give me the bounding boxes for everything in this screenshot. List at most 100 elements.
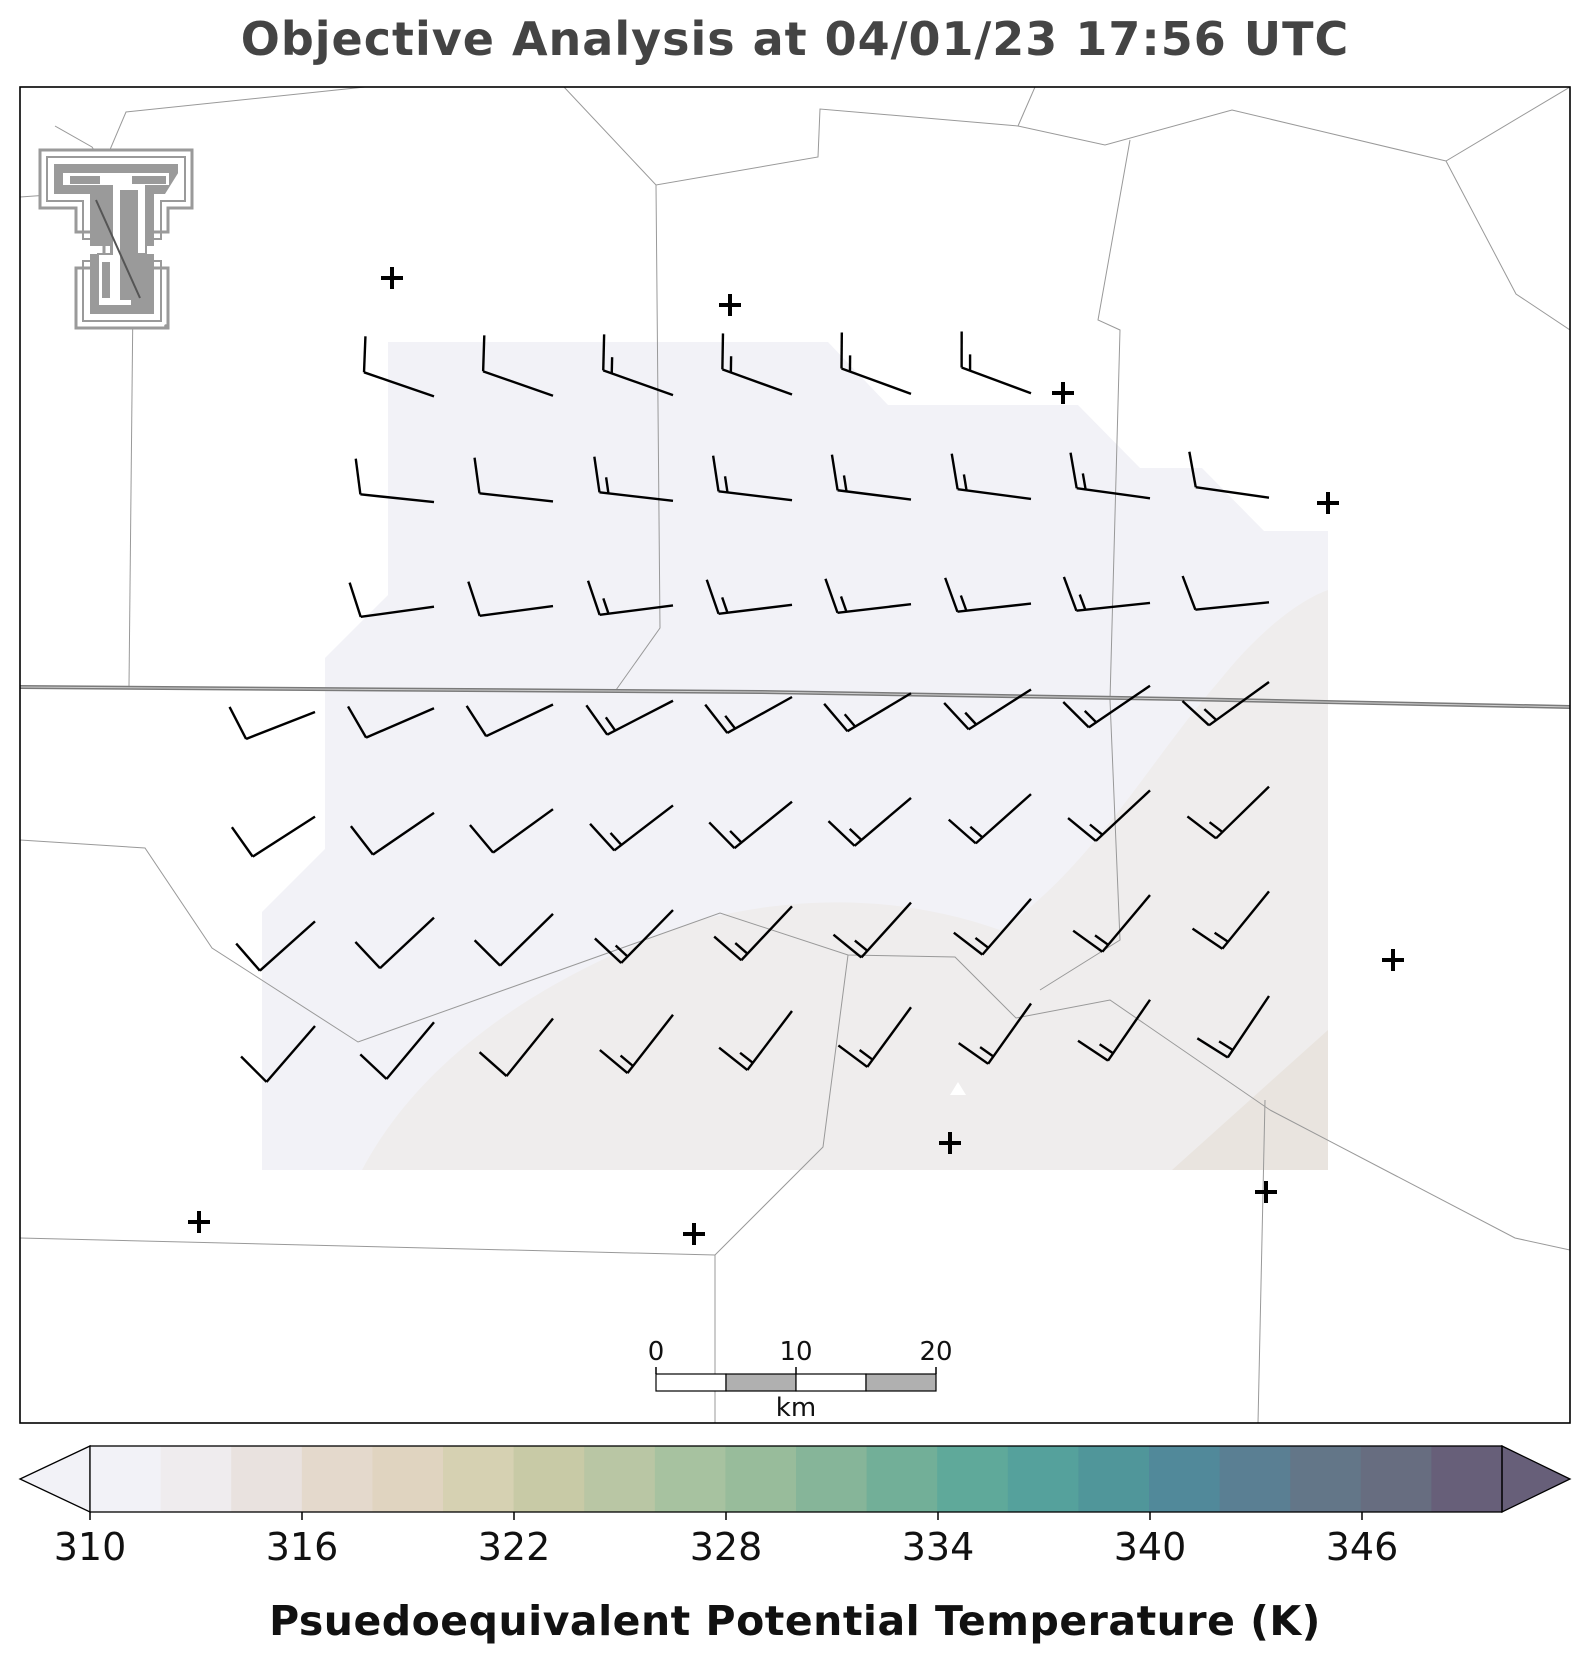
wind-barb — [711, 455, 793, 502]
colorbar-extend-low — [18, 1444, 91, 1514]
wind-barb — [585, 699, 674, 736]
wind-barb — [1067, 789, 1151, 842]
wind-barb — [1181, 575, 1270, 611]
wind-barb — [1191, 890, 1270, 950]
colorbar-tick-316: 316 — [265, 1525, 339, 1569]
colorbar-segment — [654, 1446, 726, 1512]
colorbar-frame — [89, 1445, 1503, 1513]
wind-barb — [602, 334, 674, 397]
wind-barb — [469, 808, 554, 854]
wind-barb — [824, 578, 912, 614]
wind-barb — [950, 453, 1032, 501]
wind-barb — [594, 909, 674, 964]
wind-barb — [473, 457, 554, 503]
wind-barb — [593, 456, 674, 502]
colorbar-segment — [1431, 1446, 1503, 1512]
wind-barb — [958, 1002, 1032, 1065]
colorbar-segment — [1078, 1446, 1150, 1512]
analysis-region-high — [1172, 1030, 1328, 1170]
wind-barb — [953, 898, 1032, 956]
figure-title: Objective Analysis at 04/01/23 17:56 UTC — [240, 12, 1350, 66]
plot-frame — [19, 86, 1571, 1424]
wind-barb — [708, 800, 793, 850]
scale-bar — [655, 1367, 937, 1392]
wind-barb — [704, 695, 793, 735]
colorbar-segment — [1219, 1446, 1291, 1512]
county-boundaries — [20, 87, 1570, 1423]
wind-barb — [473, 912, 554, 967]
colorbar-tick-340: 340 — [1113, 1525, 1187, 1569]
colorbar-segment — [584, 1446, 656, 1512]
analysis-region-mid — [362, 590, 1328, 1170]
wind-barb — [465, 703, 554, 738]
scale-unit: km — [775, 1393, 817, 1423]
wind-barb — [823, 692, 912, 733]
wind-barb — [944, 577, 1032, 613]
station-marker — [188, 1211, 210, 1233]
colorbar-segment — [90, 1446, 162, 1512]
wind-barb — [840, 332, 912, 396]
wind-barb — [713, 905, 793, 962]
wind-barb — [943, 688, 1032, 731]
wind-barb — [837, 1006, 912, 1068]
colorbar-segment — [443, 1446, 515, 1512]
colorbar-segment — [866, 1446, 938, 1512]
wind-barb — [347, 705, 435, 739]
wind-barb — [827, 797, 912, 847]
wind-barb — [960, 331, 1032, 395]
wind-barb — [1072, 894, 1151, 953]
wind-barb — [362, 336, 435, 398]
colorbar-segment — [725, 1446, 797, 1512]
colorbar-segment — [796, 1446, 868, 1512]
analysis-white-patch — [950, 1082, 966, 1095]
wind-barb — [586, 580, 674, 617]
scale-label-20: 20 — [919, 1337, 953, 1367]
colorbar-segment — [937, 1446, 1009, 1512]
wind-barb — [348, 582, 435, 619]
colorbar-segment — [513, 1446, 585, 1512]
wind-barb — [1196, 995, 1270, 1059]
wind-barbs — [228, 331, 1270, 1083]
wind-barb — [354, 458, 435, 504]
colorbar-tick-334: 334 — [901, 1525, 975, 1569]
wind-barb — [1062, 684, 1151, 729]
colorbar-segment — [1007, 1446, 1079, 1512]
highway-line-center — [20, 686, 1570, 708]
wind-barb — [1077, 999, 1151, 1062]
wind-barb — [1188, 451, 1270, 499]
colorbar-segment — [1149, 1446, 1221, 1512]
wind-barb — [228, 706, 316, 741]
wind-barb — [832, 901, 912, 959]
wind-barb — [1062, 576, 1151, 612]
colorbar-tick-322: 322 — [477, 1525, 551, 1569]
colorbar-segment — [160, 1446, 232, 1512]
scale-label-10: 10 — [779, 1337, 813, 1367]
wind-barb — [354, 916, 435, 970]
station-marker — [1052, 382, 1074, 404]
wind-barb — [599, 1014, 674, 1074]
colorbar-segment — [301, 1446, 373, 1512]
station-marker — [381, 267, 403, 289]
station-marker — [1255, 1181, 1277, 1203]
colorbar-extend-high — [1501, 1444, 1572, 1514]
wind-barb — [467, 581, 554, 618]
wind-barb — [349, 811, 435, 856]
wind-barb — [947, 793, 1032, 845]
station-marker — [1382, 949, 1404, 971]
wind-barb — [478, 1017, 554, 1077]
wind-barb — [240, 1025, 316, 1083]
colorbar-tick-310: 310 — [53, 1525, 127, 1569]
logo-icon — [38, 148, 194, 330]
colorbar-label: Psuedoequivalent Potential Temperature (… — [269, 1597, 1321, 1645]
wind-barb — [481, 335, 554, 397]
wind-barb — [721, 333, 793, 396]
colorbar-segment — [231, 1446, 303, 1512]
scale-label-0: 0 — [647, 1337, 665, 1367]
wind-barb — [359, 1021, 435, 1080]
colorbar-segment — [1290, 1446, 1362, 1512]
wind-barb — [830, 454, 912, 501]
wind-barb — [230, 815, 316, 858]
wind-barb — [705, 579, 793, 615]
station-marker — [719, 294, 741, 316]
